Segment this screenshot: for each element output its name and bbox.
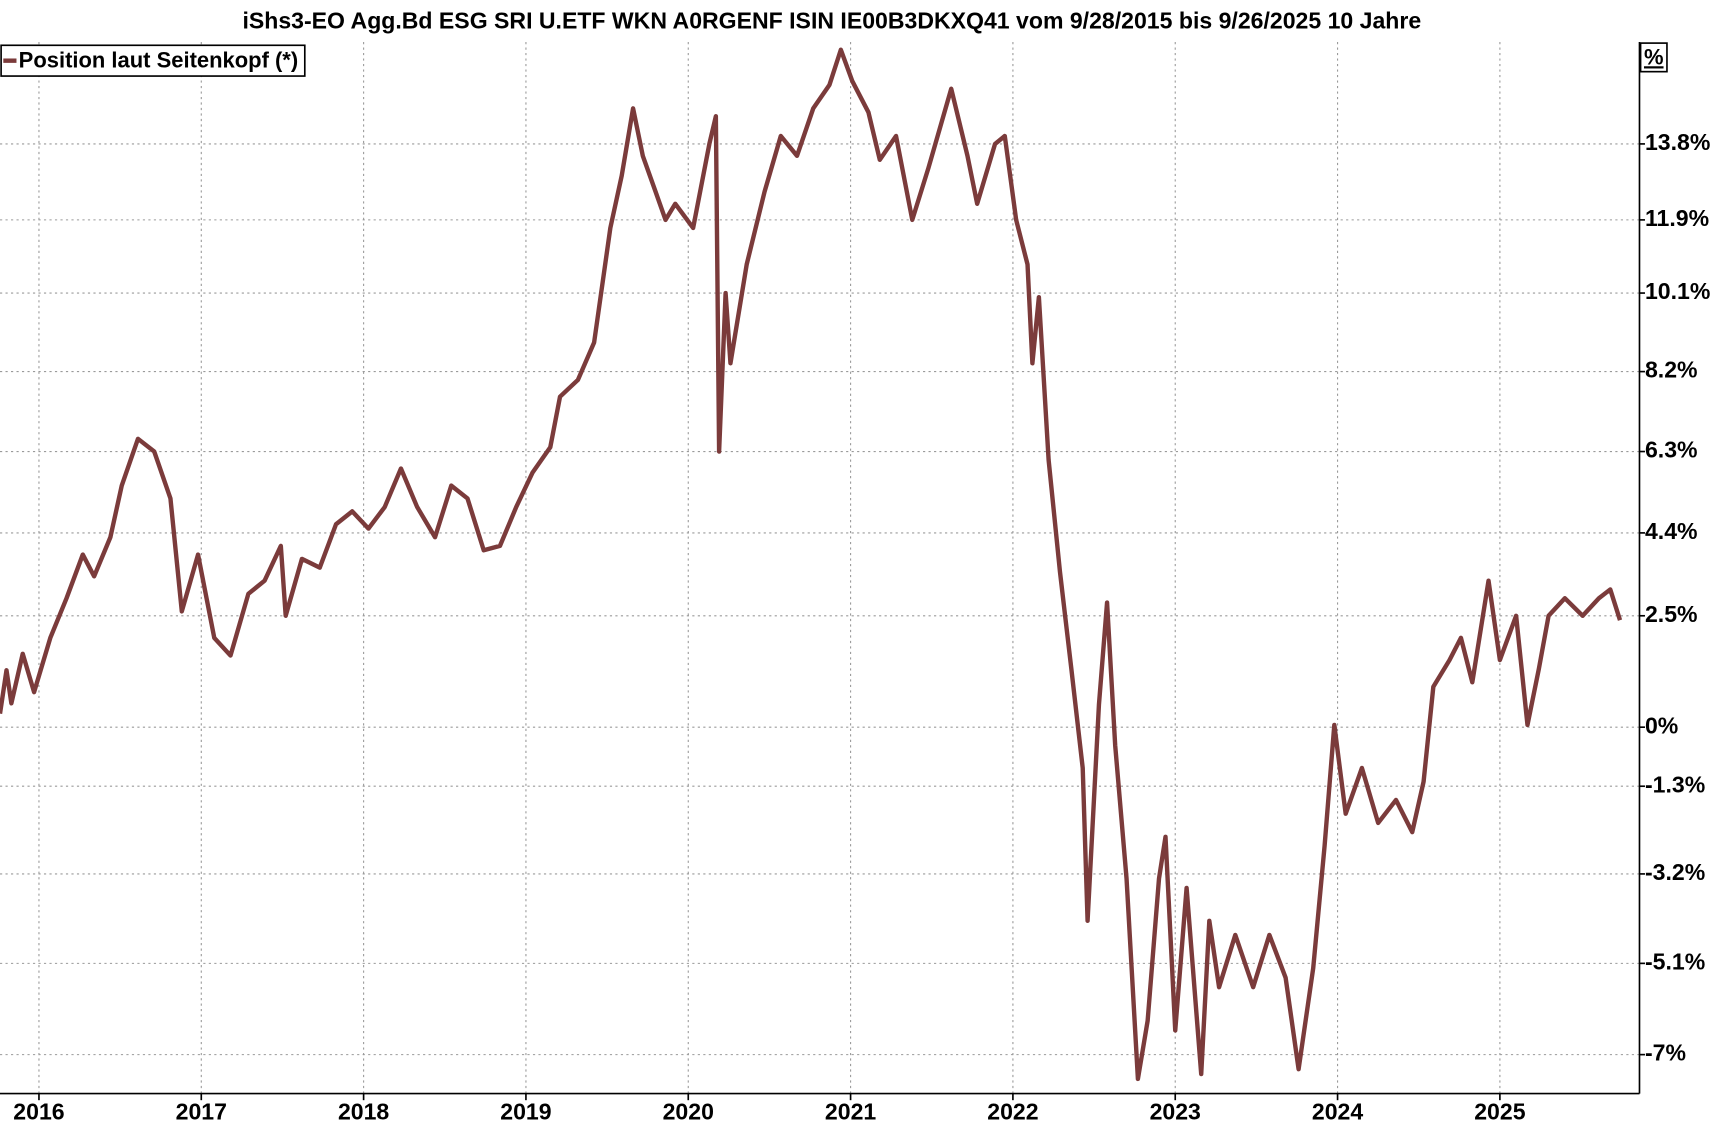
x-tick-label: 2017 xyxy=(176,1098,227,1124)
data-line xyxy=(0,47,1623,1082)
y-tick-label: 4.4% xyxy=(1645,518,1698,544)
x-tick-label: 2021 xyxy=(825,1098,876,1124)
y-tick-label: 8.2% xyxy=(1645,357,1698,383)
y-tick-label: 0% xyxy=(1645,712,1678,738)
unit-box xyxy=(1639,42,1668,73)
legend-box xyxy=(0,44,306,77)
y-tick-label: 6.3% xyxy=(1645,437,1698,463)
y-tick-label: -1.3% xyxy=(1645,771,1705,797)
y-axis-unit: % xyxy=(1644,44,1664,69)
y-tick-label: 13.8% xyxy=(1645,129,1710,155)
chart-title: iShs3-EO Agg.Bd ESG SRI U.ETF WKN A0RGEN… xyxy=(242,7,1421,33)
legend-label: Position laut Seitenkopf (*) xyxy=(19,48,299,73)
x-tick-label: 2018 xyxy=(338,1098,389,1124)
y-tick-label: -5.1% xyxy=(1645,948,1705,974)
legend: Position laut Seitenkopf (*) xyxy=(0,44,306,77)
x-tick-label: 2016 xyxy=(13,1098,64,1124)
y-tick-label: -3.2% xyxy=(1645,859,1705,885)
x-tick-label: 2023 xyxy=(1150,1098,1201,1124)
x-tick-label: 2019 xyxy=(500,1098,551,1124)
x-tick-label: 2024 xyxy=(1312,1098,1363,1124)
y-tick-label: 2.5% xyxy=(1645,601,1698,627)
y-tick-label: 11.9% xyxy=(1645,205,1709,231)
y-tick-label: -7% xyxy=(1645,1040,1686,1066)
x-tick-label: 2025 xyxy=(1474,1098,1525,1124)
x-tick-label: 2022 xyxy=(987,1098,1038,1124)
x-tick-label: 2020 xyxy=(663,1098,714,1124)
y-tick-label: 10.1% xyxy=(1645,278,1710,304)
